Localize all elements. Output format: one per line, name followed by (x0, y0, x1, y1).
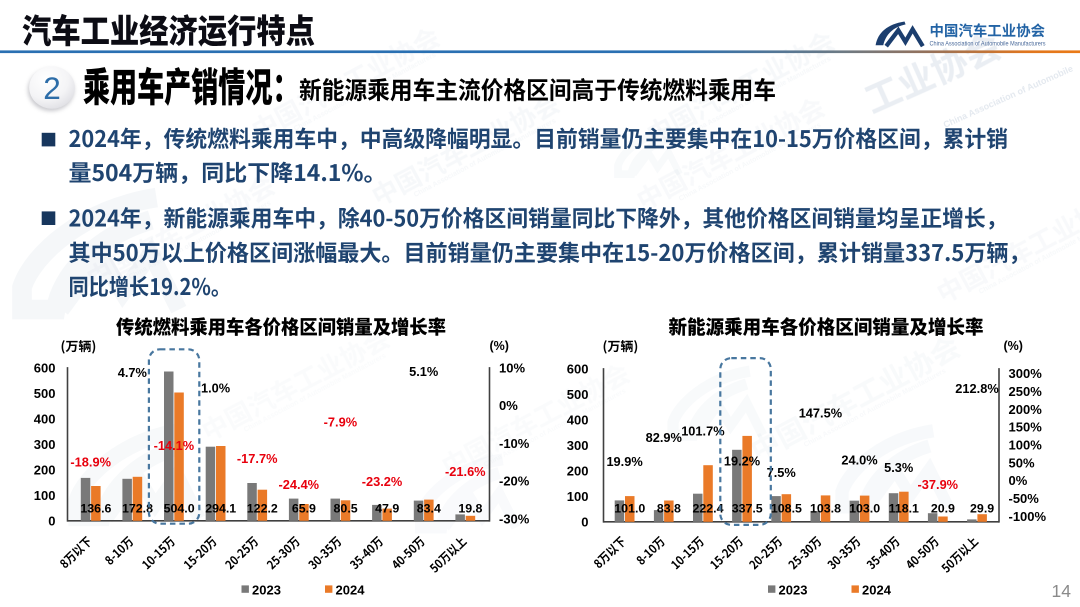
svg-text:65.9: 65.9 (292, 502, 316, 516)
svg-text:200%: 200% (1009, 402, 1043, 417)
svg-text:(%): (%) (490, 339, 509, 353)
svg-text:101.7%: 101.7% (681, 424, 725, 439)
svg-text:400: 400 (34, 412, 56, 427)
svg-text:100: 100 (34, 488, 56, 503)
svg-text:-100%: -100% (1009, 509, 1047, 524)
svg-text:82.9%: 82.9% (646, 430, 683, 445)
svg-text:-30%: -30% (499, 511, 530, 526)
svg-text:-37.9%: -37.9% (918, 477, 959, 492)
svg-text:-14.1%: -14.1% (154, 438, 195, 453)
svg-text:0%: 0% (499, 398, 518, 413)
svg-text:150%: 150% (1009, 420, 1043, 435)
svg-text:29.9: 29.9 (970, 502, 994, 516)
svg-text:-7.9%: -7.9% (324, 415, 358, 430)
svg-text:China Association of Automobil: China Association of Automobile Manufact… (243, 353, 387, 434)
svg-text:600: 600 (34, 361, 56, 376)
svg-text:103.8: 103.8 (810, 502, 841, 516)
svg-text:20.9: 20.9 (931, 502, 955, 516)
svg-text:2023: 2023 (779, 583, 808, 598)
svg-text:47.9: 47.9 (375, 502, 399, 516)
svg-text:300: 300 (34, 437, 56, 452)
svg-text:1.0%: 1.0% (201, 381, 231, 396)
svg-text:100%: 100% (1009, 438, 1043, 453)
svg-text:504.0: 504.0 (164, 502, 195, 516)
svg-text:19.2%: 19.2% (724, 454, 761, 469)
svg-text:136.6: 136.6 (80, 502, 111, 516)
svg-text:14: 14 (1052, 581, 1072, 601)
svg-text:0%: 0% (1009, 473, 1028, 488)
svg-text:0: 0 (581, 514, 588, 529)
svg-text:50%: 50% (1009, 455, 1035, 470)
svg-text:19.9%: 19.9% (606, 454, 643, 469)
svg-text:101.0: 101.0 (614, 502, 645, 516)
svg-text:5.1%: 5.1% (409, 364, 439, 379)
svg-text:10%: 10% (499, 361, 525, 376)
svg-text:337.5: 337.5 (732, 502, 763, 516)
svg-text:-20%: -20% (499, 474, 530, 489)
svg-text:24.0%: 24.0% (841, 453, 878, 468)
svg-text:200: 200 (34, 462, 56, 477)
svg-text:118.1: 118.1 (889, 502, 919, 516)
svg-text:(%): (%) (1004, 339, 1023, 353)
svg-text:300: 300 (567, 438, 589, 453)
svg-text:212.8%: 212.8% (955, 381, 999, 396)
svg-text:5.3%: 5.3% (884, 460, 914, 475)
svg-text:-24.4%: -24.4% (279, 477, 320, 492)
svg-text:600: 600 (567, 362, 589, 377)
svg-text:300%: 300% (1009, 366, 1043, 381)
svg-text:83.4: 83.4 (417, 502, 441, 516)
svg-text:0: 0 (48, 513, 55, 528)
svg-text:-18.9%: -18.9% (70, 455, 111, 470)
svg-text:2024: 2024 (336, 583, 366, 598)
svg-text:500: 500 (34, 386, 56, 401)
svg-text:400: 400 (567, 413, 589, 428)
svg-text:China Association of Automobil: China Association of Automobile Manufact… (930, 40, 1046, 47)
svg-text:222.4: 222.4 (692, 502, 723, 516)
svg-text:100: 100 (567, 489, 589, 504)
svg-text:147.5%: 147.5% (799, 406, 843, 421)
svg-text:7.5%: 7.5% (767, 465, 797, 480)
svg-text:-21.6%: -21.6% (445, 464, 486, 479)
svg-text:2024: 2024 (862, 583, 892, 598)
svg-text:200: 200 (567, 463, 589, 478)
svg-text:83.8: 83.8 (657, 502, 681, 516)
svg-text:-50%: -50% (1009, 491, 1040, 506)
svg-text:19.8: 19.8 (458, 502, 482, 516)
svg-text:250%: 250% (1009, 384, 1043, 399)
svg-text:2: 2 (43, 70, 61, 106)
svg-text:-23.2%: -23.2% (362, 474, 403, 489)
svg-text:172.8: 172.8 (122, 502, 153, 516)
svg-text:80.5: 80.5 (334, 502, 358, 516)
svg-text:2023: 2023 (252, 583, 281, 598)
svg-text:-10%: -10% (499, 436, 530, 451)
svg-text:294.1: 294.1 (205, 502, 236, 516)
svg-text:103.0: 103.0 (849, 502, 880, 516)
svg-text:122.2: 122.2 (247, 502, 278, 516)
svg-text:4.7%: 4.7% (118, 365, 148, 380)
svg-text:500: 500 (567, 387, 589, 402)
svg-text:-17.7%: -17.7% (237, 451, 278, 466)
svg-text:108.5: 108.5 (771, 502, 802, 516)
